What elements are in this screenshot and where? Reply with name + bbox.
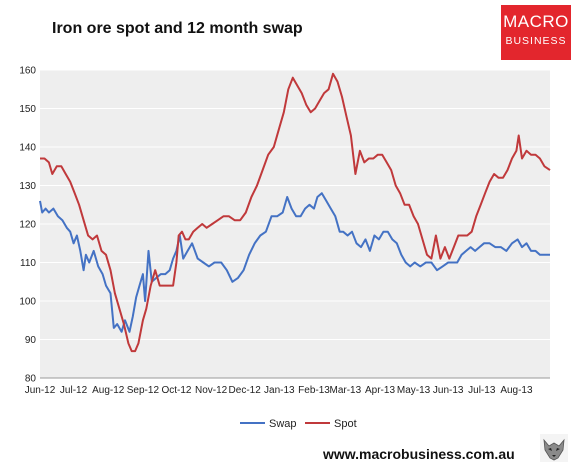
- y-tick-label: 140: [19, 143, 36, 154]
- x-tick-label: Sep-12: [127, 385, 160, 396]
- x-tick-label: Jan-13: [264, 385, 295, 396]
- x-tick-label: Feb-13: [298, 385, 330, 396]
- x-tick-label: Jul-12: [60, 385, 88, 396]
- wolf-logo-icon: [540, 434, 568, 462]
- y-tick-label: 120: [19, 220, 36, 231]
- x-tick-label: Apr-13: [365, 385, 395, 396]
- legend-label-spot: Spot: [334, 418, 357, 430]
- x-tick-label: Aug-13: [500, 385, 533, 396]
- x-tick-label: Dec-12: [229, 385, 262, 396]
- logo-line1: MACRO: [503, 12, 569, 31]
- x-tick-label: Jun-13: [433, 385, 464, 396]
- x-tick-label: Aug-12: [92, 385, 125, 396]
- x-tick-label: Jul-13: [468, 385, 496, 396]
- legend: Swap Spot: [240, 418, 357, 430]
- x-tick-label: May-13: [397, 385, 431, 396]
- series-line-spot: [40, 72, 551, 353]
- y-tick-label: 110: [20, 258, 36, 269]
- y-tick-label: 160: [19, 66, 36, 77]
- x-tick-label: Oct-12: [161, 385, 191, 396]
- chart-title: Iron ore spot and 12 month swap: [52, 20, 303, 37]
- logo-line2: BUSINESS: [505, 35, 567, 47]
- y-tick-label: 90: [25, 335, 37, 346]
- x-tick-label: Jun-12: [25, 385, 56, 396]
- y-tick-label: 80: [25, 374, 37, 385]
- y-tick-label: 130: [19, 181, 36, 192]
- y-tick-label: 150: [19, 104, 36, 115]
- y-tick-label: 100: [19, 297, 36, 308]
- x-tick-label: Mar-13: [329, 385, 361, 396]
- series-line-swap: [39, 192, 550, 333]
- macrobusiness-logo: MACRO BUSINESS: [501, 5, 571, 60]
- x-tick-label: Nov-12: [195, 385, 228, 396]
- legend-label-swap: Swap: [269, 418, 297, 430]
- footer-url: www.macrobusiness.com.au: [323, 446, 515, 462]
